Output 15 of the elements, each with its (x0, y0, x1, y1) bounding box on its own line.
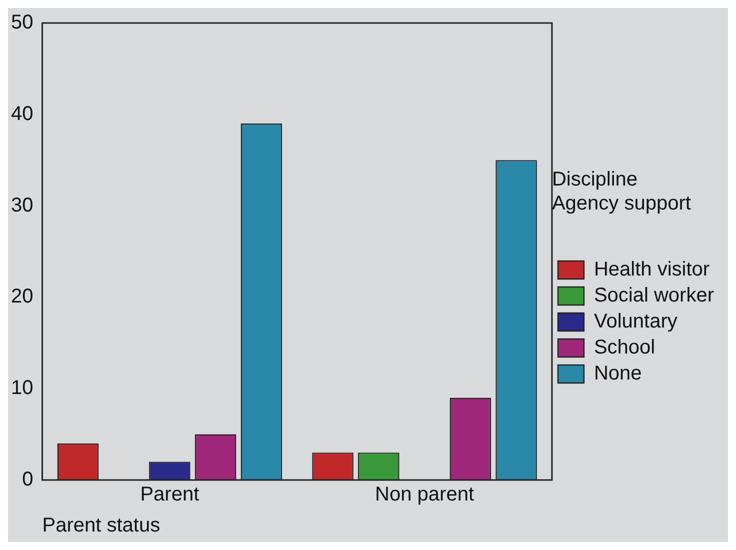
legend-label: School (594, 336, 656, 359)
y-tick-label: 30 (10, 194, 34, 216)
y-tick-label: 40 (10, 102, 34, 125)
legend-label: Voluntary (594, 310, 678, 333)
y-tick-label: 10 (10, 377, 34, 400)
legend-title: Discipline Agency support (552, 168, 692, 215)
x-tick-label: Parent (140, 484, 200, 506)
y-tick-label: 0 (22, 468, 34, 491)
legend-label: None (594, 362, 642, 385)
y-tick-label: 20 (10, 286, 34, 308)
legend-label: Health visitor (594, 258, 710, 281)
y-tick-label: 50 (10, 12, 34, 34)
x-axis-title: Parent status (42, 514, 160, 537)
x-tick-label: Non parent (375, 484, 474, 506)
legend-label: Social worker (594, 284, 714, 307)
